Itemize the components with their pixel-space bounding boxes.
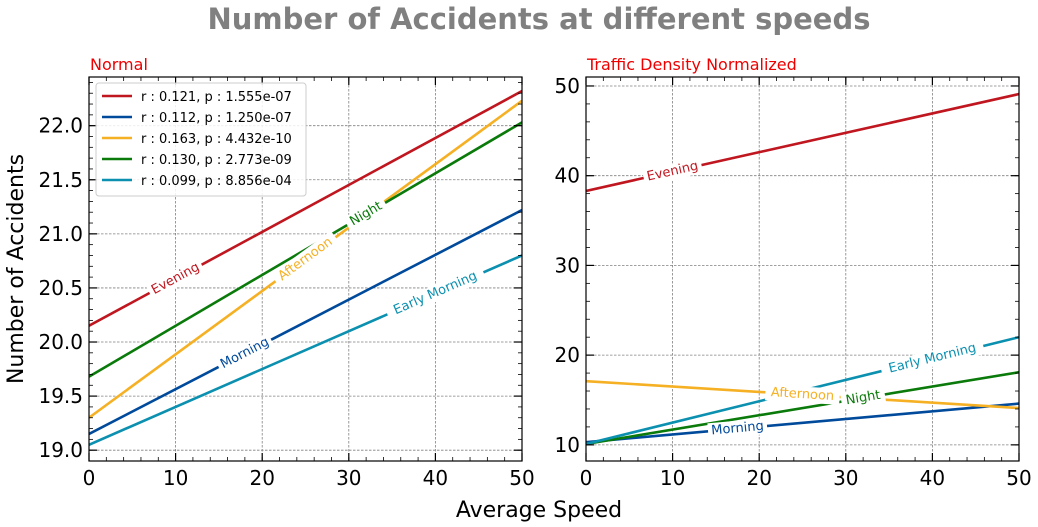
series-line — [89, 208, 522, 436]
x-tick-label: 0 — [580, 466, 593, 490]
y-tick-label: 22.0 — [38, 114, 83, 138]
y-tick-label: 21.0 — [38, 222, 83, 246]
line-label: Afternoon — [764, 384, 841, 405]
x-tick-label: 0 — [83, 466, 96, 490]
line-label: Morning — [707, 418, 768, 440]
y-tick-label: 40 — [555, 164, 580, 188]
legend-entry: r : 0.121, p : 1.555e-07 — [141, 90, 292, 105]
legend-entry: r : 0.099, p : 8.856e-04 — [141, 174, 292, 189]
line-label-bg — [145, 257, 206, 300]
line-label-bg — [214, 332, 275, 375]
x-tick-label: 10 — [660, 466, 685, 490]
legend-entry: r : 0.112, p : 1.250e-07 — [141, 111, 292, 126]
y-tick-label: 10 — [555, 433, 580, 457]
x-tick-label: 30 — [336, 466, 361, 490]
panel-subtitle: Traffic Density Normalized — [586, 55, 797, 74]
y-tick-label: 20.0 — [38, 330, 83, 354]
y-tick-label: 50 — [555, 74, 580, 98]
line-label-bg — [343, 195, 390, 232]
line-label-bg — [384, 265, 487, 322]
x-tick-label: 10 — [163, 466, 188, 490]
y-tick-label: 20.5 — [38, 276, 83, 300]
line-label-text: Night — [347, 199, 385, 230]
x-tick-label: 20 — [746, 466, 771, 490]
x-tick-label: 40 — [423, 466, 448, 490]
line-label-text: Night — [845, 388, 882, 409]
x-tick-label: 50 — [509, 466, 534, 490]
x-tick-label: 20 — [249, 466, 274, 490]
legend-entry: r : 0.163, p : 4.432e-10 — [141, 132, 292, 147]
line-label-text: Afternoon — [275, 234, 335, 284]
panel-subtitle: Normal — [90, 55, 148, 74]
line-label-bg — [641, 157, 704, 186]
axes-frame — [585, 76, 1020, 462]
series-line — [586, 370, 1019, 446]
x-tick-label: 40 — [920, 466, 945, 490]
legend: r : 0.121, p : 1.555e-07 r : 0.112, p : 1… — [95, 82, 307, 197]
y-tick-label: 20 — [555, 343, 580, 367]
line-label-bg — [764, 384, 841, 405]
line-label: Night — [343, 195, 390, 232]
line-label-bg — [270, 230, 341, 288]
line-label-bg — [840, 386, 887, 410]
legend-box — [95, 82, 307, 197]
line-label-text: Morning — [711, 419, 765, 439]
x-tick-label: 30 — [833, 466, 858, 490]
line-label-text: Afternoon — [770, 385, 834, 404]
series-line — [586, 402, 1019, 444]
panel-traffic-density: Traffic Density NormalizedEveningMorning… — [555, 55, 1032, 490]
line-label: Afternoon — [270, 230, 341, 288]
y-tick-label: 21.5 — [38, 168, 83, 192]
y-axis-label: Number of Accidents — [4, 154, 29, 384]
line-label: Night — [840, 386, 887, 410]
y-tick-label: 19.0 — [38, 438, 83, 462]
line-label-bg — [879, 338, 986, 379]
axes-frame — [88, 76, 523, 462]
figure-title: Number of Accidents at different speeds — [208, 2, 871, 36]
y-tick-label: 19.5 — [38, 384, 83, 408]
y-tick-label: 30 — [555, 253, 580, 277]
line-label-bg — [707, 418, 768, 440]
legend-entry: r : 0.130, p : 2.773e-09 — [141, 153, 292, 168]
line-label: Early Morning — [879, 338, 986, 379]
line-label-text: Morning — [218, 335, 272, 373]
panel-normal: NormalEveningMorningAfternoonNightEarly … — [4, 55, 535, 490]
x-axis-label: Average Speed — [456, 498, 622, 523]
x-tick-label: 50 — [1006, 466, 1031, 490]
